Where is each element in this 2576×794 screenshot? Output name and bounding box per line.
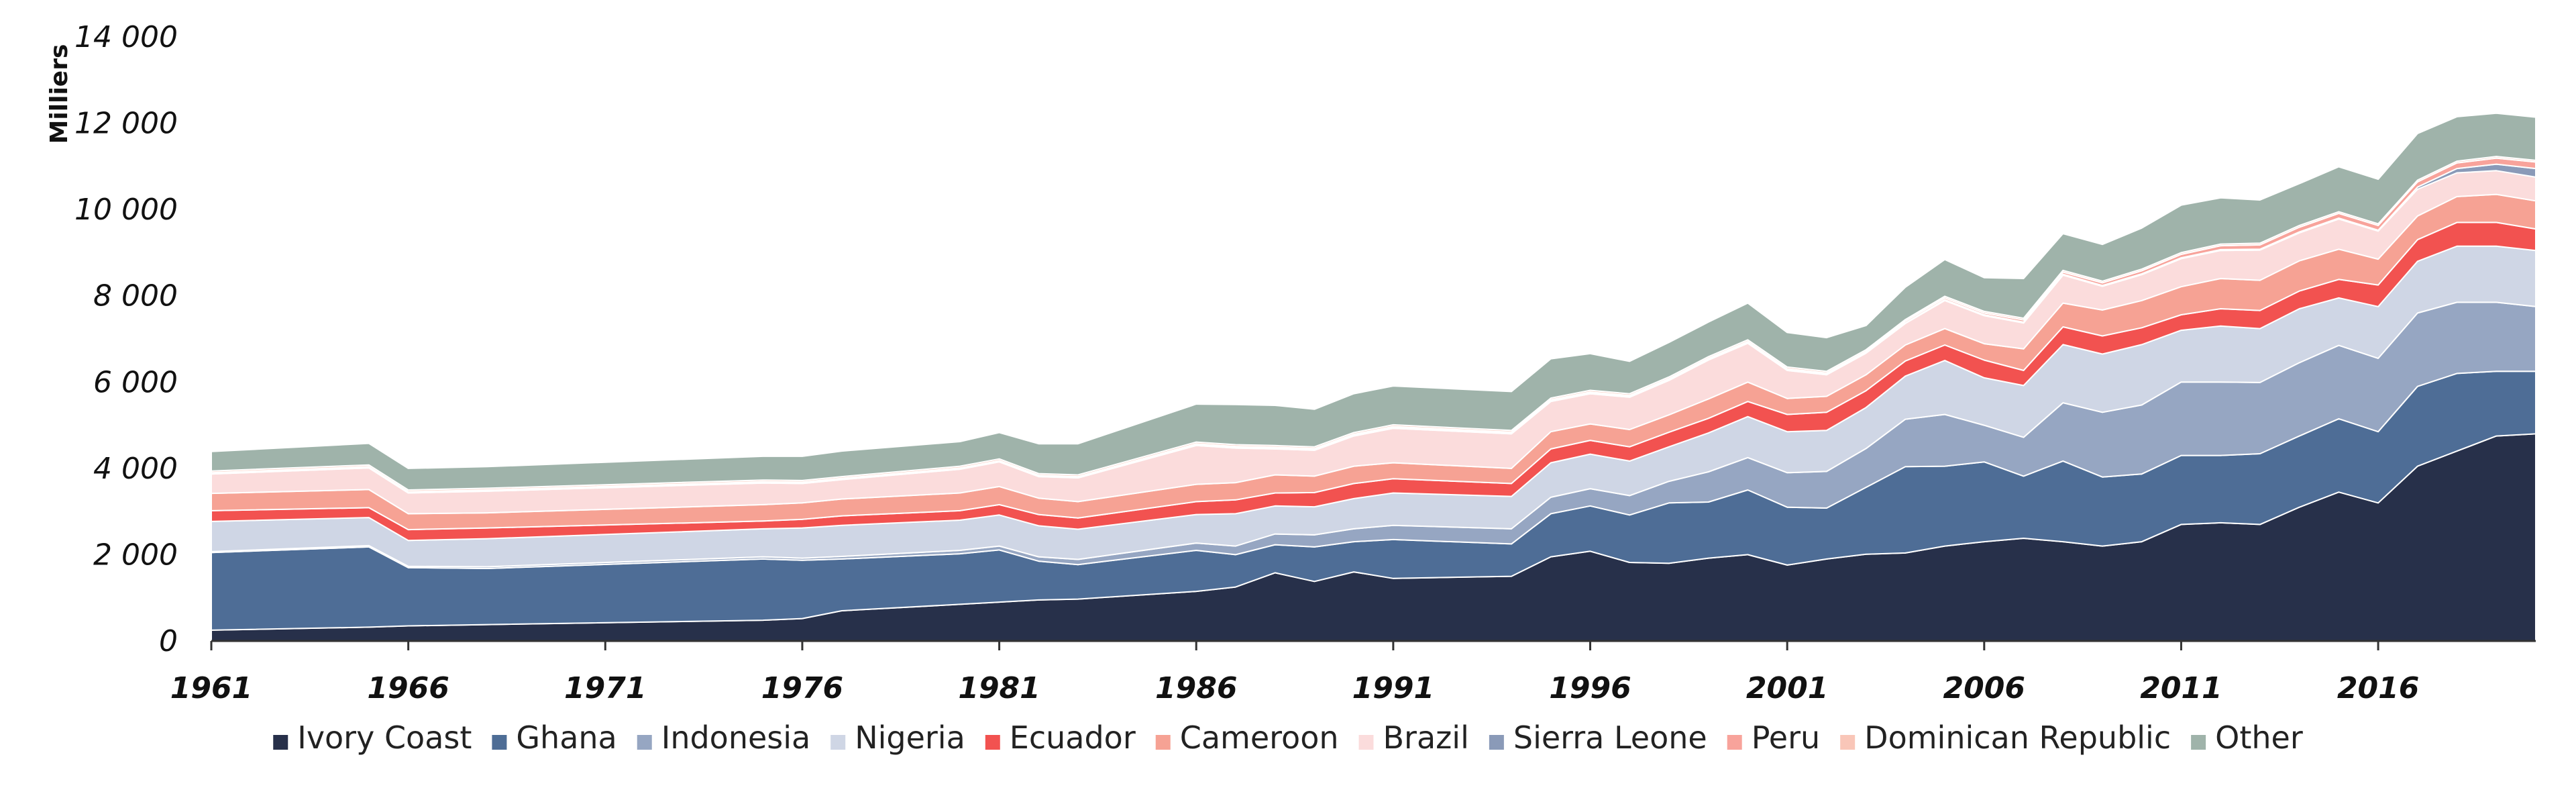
legend-label: Ivory Coast [297,719,472,756]
legend-swatch [1155,735,1171,750]
legend-label: Other [2215,719,2303,756]
legend-item-ghana: Ghana [492,719,617,756]
x-tick-label: 1961 [170,671,252,705]
legend-label: Dominican Republic [1864,719,2171,756]
legend-swatch [2191,735,2206,750]
x-tick-label: 2006 [1943,671,2025,705]
legend-item-sierra-leone: Sierra Leone [1489,719,1707,756]
legend-item-cameroon: Cameroon [1155,719,1339,756]
x-tick-label: 1976 [761,671,843,705]
y-tick-label: 10 000 [74,193,178,227]
y-tick-label: 4 000 [93,452,178,486]
legend-swatch [1727,735,1742,750]
legend-item-dominican-republic: Dominican Republic [1840,719,2171,756]
legend-swatch [1840,735,1856,750]
legend-item-nigeria: Nigeria [830,719,965,756]
legend-swatch [492,735,507,750]
x-axis-ticks: 1961 1966 1971 1976 1981 1986 1991 1996 2001 2006… [170,641,2419,705]
x-tick-label: 1986 [1155,671,1237,705]
y-axis-label: Milliers [46,44,73,144]
area-series-other [211,112,2536,491]
legend-item-ecuador: Ecuador [985,719,1136,756]
legend-swatch [1358,735,1374,750]
legend-item-other: Other [2191,719,2303,756]
legend-swatch [273,735,288,750]
area-series-group [211,112,2536,642]
x-tick-label: 2011 [2140,671,2222,705]
y-tick-label: 8 000 [93,279,178,313]
x-tick-label: 1966 [367,671,449,705]
legend-label: Brazil [1383,719,1469,756]
legend-label: Ecuador [1010,719,1136,756]
y-tick-label: 6 000 [93,365,178,399]
legend-item-brazil: Brazil [1358,719,1469,756]
x-tick-label: 1996 [1549,671,1631,705]
legend-swatch [1489,735,1504,750]
legend-item-peru: Peru [1727,719,1820,756]
y-tick-label: 12 000 [74,107,178,141]
y-tick-label: 14 000 [74,20,178,54]
legend-swatch [985,735,1000,750]
y-tick-label: 2 000 [93,538,178,572]
x-tick-label: 2016 [2337,671,2419,705]
legend-item-ivory-coast: Ivory Coast [273,719,472,756]
legend: Ivory Coast Ghana Indonesia Nigeria Ecuador C… [273,719,2303,756]
y-tick-label: 0 [159,624,178,658]
legend-label: Indonesia [661,719,810,756]
x-tick-label: 2001 [1746,671,1828,705]
legend-label: Ghana [516,719,616,756]
legend-label: Sierra Leone [1513,719,1707,756]
legend-label: Nigeria [855,719,965,756]
legend-swatch [637,735,652,750]
legend-item-indonesia: Indonesia [637,719,810,756]
legend-label: Cameroon [1180,719,1339,756]
x-tick-label: 1971 [564,671,646,705]
legend-label: Peru [1752,719,1820,756]
x-tick-label: 1981 [958,671,1040,705]
legend-swatch [830,735,846,750]
y-axis-ticks: 0 2 000 4 000 6 000 8 000 10 000 12 000 14 000 [74,20,178,658]
x-tick-label: 1991 [1352,671,1434,705]
